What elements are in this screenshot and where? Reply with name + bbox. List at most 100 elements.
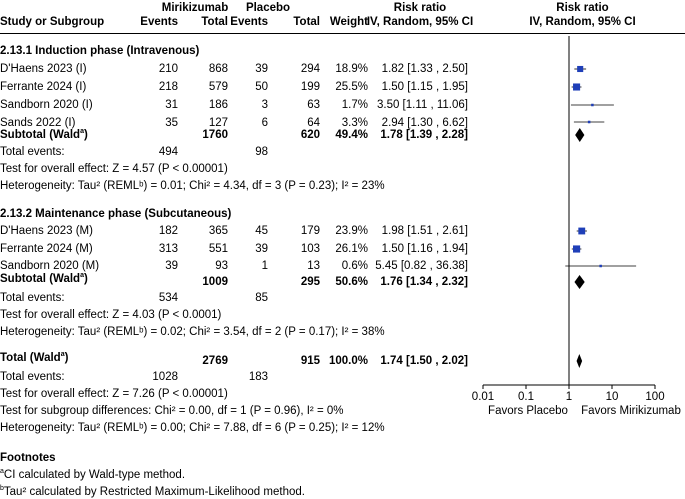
x-axis-tick-label: 1 bbox=[565, 391, 573, 403]
point-estimate-square bbox=[578, 227, 586, 235]
events2: 39 bbox=[255, 63, 268, 75]
events1: 210 bbox=[158, 63, 178, 75]
subtotal-total2: 620 bbox=[300, 129, 320, 141]
x-axis-tick-label: 0.1 bbox=[518, 391, 534, 403]
subgroup-title: 2.13.2 Maintenance phase (Subcutaneous) bbox=[0, 208, 232, 220]
total-label: Total (Walda) bbox=[0, 351, 69, 364]
favors-left-label: Favors Placebo bbox=[488, 405, 568, 417]
total2: 294 bbox=[300, 63, 320, 75]
rr-header-title: Risk ratio bbox=[393, 2, 447, 14]
risk-ratio-ci: 1.98 [1.51 , 2.61] bbox=[381, 225, 468, 237]
footnotes-title: Footnotes bbox=[0, 452, 56, 464]
footnote-b: bTau² calculated by Restricted Maximum-L… bbox=[0, 485, 305, 498]
weight-header: Weight bbox=[329, 16, 368, 28]
total-events1: 534 bbox=[158, 292, 178, 304]
total2: 179 bbox=[300, 225, 320, 237]
events1-header: Events bbox=[140, 16, 178, 28]
risk-ratio-ci: 1.82 [1.33 , 2.50] bbox=[381, 63, 468, 75]
events1: 39 bbox=[165, 260, 178, 272]
total2: 13 bbox=[307, 260, 320, 272]
total2-header: Total bbox=[293, 16, 320, 28]
events2: 1 bbox=[261, 260, 268, 272]
weight: 1.7% bbox=[341, 99, 368, 111]
total-events1: 1028 bbox=[152, 371, 178, 383]
heterogeneity: Heterogeneity: Tau² (REMLᵇ) = 0.02; Chi²… bbox=[0, 326, 385, 338]
subtotal-total1: 1760 bbox=[202, 129, 228, 141]
events1: 218 bbox=[158, 81, 178, 93]
risk-ratio-ci: 5.45 [0.82 , 36.38] bbox=[375, 260, 468, 272]
events2: 39 bbox=[255, 243, 268, 255]
total1: 579 bbox=[208, 81, 228, 93]
favors-right-label: Favors Mirikizumab bbox=[581, 405, 681, 417]
total1: 365 bbox=[208, 225, 228, 237]
total2: 199 bbox=[300, 81, 320, 93]
total1: 93 bbox=[215, 260, 228, 272]
total-events-label: Total events: bbox=[0, 371, 65, 383]
overall-total2: 915 bbox=[300, 355, 320, 367]
events1: 182 bbox=[158, 225, 178, 237]
study-name: Ferrante 2024 (I) bbox=[0, 81, 87, 93]
point-estimate-square bbox=[591, 103, 594, 107]
plot-header-method: IV, Random, 95% CI bbox=[529, 16, 636, 28]
heterogeneity: Heterogeneity: Tau² (REMLᵇ) = 0.01; Chi²… bbox=[0, 180, 385, 192]
subtotal-diamond bbox=[575, 128, 585, 142]
weight: 0.6% bbox=[341, 260, 368, 272]
weight: 23.9% bbox=[335, 225, 368, 237]
events2-header: Events bbox=[230, 16, 268, 28]
weight: 25.5% bbox=[335, 81, 368, 93]
subtotal-total1: 1009 bbox=[202, 276, 228, 288]
study-name: Sandborn 2020 (I) bbox=[0, 99, 93, 111]
overall-effect-test: Test for overall effect: Z = 4.57 (P < 0… bbox=[0, 163, 228, 175]
total-events-label: Total events: bbox=[0, 292, 65, 304]
subgroup-difference-test: Test for subgroup differences: Chi² = 0.… bbox=[0, 405, 344, 417]
heterogeneity: Heterogeneity: Tau² (REMLᵇ) = 0.00; Chi²… bbox=[0, 422, 385, 434]
col-study-header: Study or Subgroup bbox=[0, 16, 105, 28]
weight: 18.9% bbox=[335, 63, 368, 75]
x-axis-tick-label: 10 bbox=[605, 391, 619, 403]
point-estimate-square bbox=[587, 120, 591, 124]
events1: 313 bbox=[158, 243, 178, 255]
weight: 26.1% bbox=[335, 243, 368, 255]
total-events2: 85 bbox=[255, 292, 268, 304]
group1-header: Mirikizumab bbox=[161, 2, 229, 14]
events1: 31 bbox=[165, 99, 178, 111]
overall-weight: 100.0% bbox=[328, 355, 368, 367]
study-name: D'Haens 2023 (I) bbox=[0, 63, 87, 75]
group2-header: Placebo bbox=[245, 2, 291, 14]
risk-ratio-ci: 1.50 [1.16 , 1.94] bbox=[381, 243, 468, 255]
x-axis-tick-label: 100 bbox=[645, 391, 665, 403]
point-estimate-square bbox=[599, 264, 602, 268]
total2: 103 bbox=[300, 243, 320, 255]
events2: 6 bbox=[261, 117, 268, 129]
point-estimate-square bbox=[577, 65, 584, 73]
rr-header-method: IV, Random, 95% CI bbox=[366, 16, 474, 28]
subtotal-diamond bbox=[574, 275, 585, 289]
events1: 35 bbox=[165, 117, 178, 129]
subtotal-weight: 50.6% bbox=[335, 276, 368, 288]
events2: 50 bbox=[255, 81, 268, 93]
plot-header-title: Risk ratio bbox=[556, 2, 609, 14]
subtotal-total2: 295 bbox=[300, 276, 320, 288]
subtotal-ci: 1.76 [1.34 , 2.32] bbox=[380, 276, 468, 288]
subtotal-label: Subtotal (Walda) bbox=[0, 272, 88, 285]
risk-ratio-ci: 2.94 [1.30 , 6.62] bbox=[381, 117, 468, 129]
overall-diamond bbox=[576, 354, 583, 368]
overall-total1: 2769 bbox=[202, 355, 228, 367]
total1: 127 bbox=[208, 117, 228, 129]
total1: 551 bbox=[208, 243, 228, 255]
study-name: Sands 2022 (I) bbox=[0, 117, 76, 129]
overall-effect-test: Test for overall effect: Z = 7.26 (P < 0… bbox=[0, 388, 228, 400]
overall-effect-test: Test for overall effect: Z = 4.03 (P < 0… bbox=[0, 309, 222, 321]
overall-ci: 1.74 [1.50 , 2.02] bbox=[380, 355, 468, 367]
point-estimate-square bbox=[573, 83, 581, 91]
total-events2: 183 bbox=[248, 371, 268, 383]
total1-header: Total bbox=[201, 16, 228, 28]
footnote-a: aCI calculated by Wald-type method. bbox=[0, 468, 186, 481]
x-axis-tick-label: 0.01 bbox=[471, 391, 495, 403]
total1: 868 bbox=[208, 63, 228, 75]
risk-ratio-ci: 1.50 [1.15 , 1.95] bbox=[381, 81, 468, 93]
study-name: Ferrante 2024 (M) bbox=[0, 243, 93, 255]
subgroup-title: 2.13.1 Induction phase (Intravenous) bbox=[0, 45, 200, 57]
events2: 45 bbox=[255, 225, 268, 237]
total1: 186 bbox=[208, 99, 228, 111]
